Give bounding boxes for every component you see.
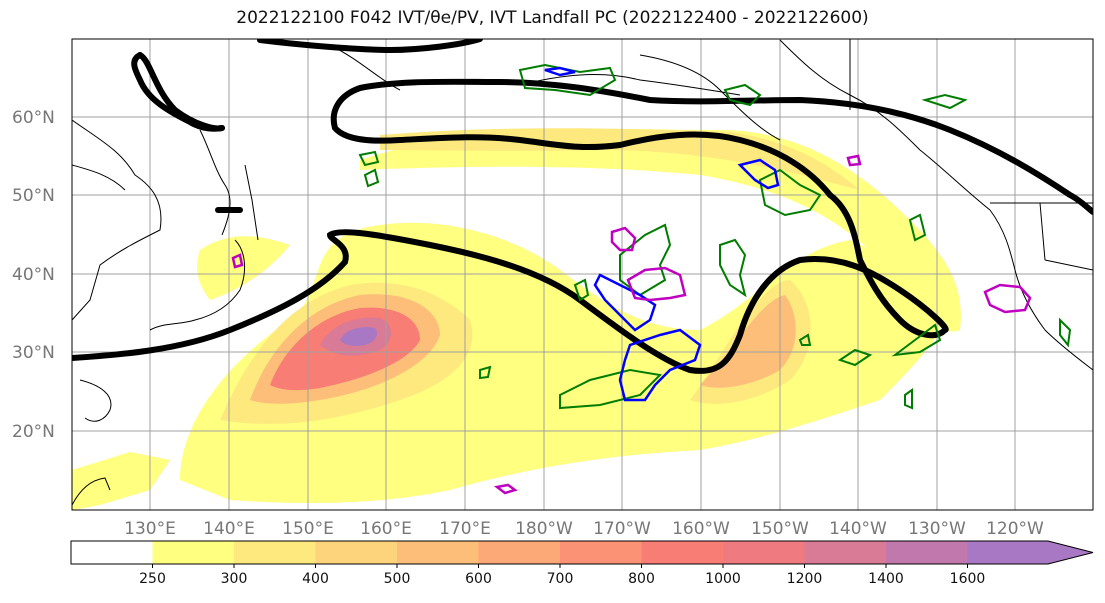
colorbar-tick-label: 1200 [787, 571, 823, 587]
pv-contours-blue [544, 66, 780, 402]
colorbar-segment [234, 541, 316, 564]
colorbar-segment [560, 541, 642, 564]
colorbar-segment [723, 541, 805, 564]
lon-label-130e: 130°E [124, 519, 176, 539]
lat-label-60: 60°N [12, 108, 55, 128]
colorbar-tick-label: 300 [221, 571, 248, 587]
lon-label-180w: 180°W [515, 519, 573, 539]
colorbar-segment-below [71, 541, 153, 564]
colorbar-segment [641, 541, 724, 564]
colorbar-segment [886, 541, 968, 564]
map-frame [71, 38, 1094, 511]
lat-labels: 60°N 50°N 40°N 30°N 20°N [12, 108, 55, 442]
colorbar-outline [70, 540, 1094, 565]
lon-label-160w: 160°W [672, 519, 730, 539]
lon-label-140w: 140°W [829, 519, 887, 539]
colorbar-tick-label: 500 [384, 571, 411, 587]
gridlines [72, 39, 1093, 510]
colorbar-tick-label: 600 [465, 571, 492, 587]
colorbar-segment [478, 541, 561, 564]
lon-labels: 130°E 140°E 150°E 160°E 170°E 180°W 170°… [124, 519, 1044, 539]
lon-label-150w: 150°W [751, 519, 809, 539]
colorbar-segment [152, 541, 235, 564]
colorbar-tick-label: 250 [139, 571, 166, 587]
colorbar-segment-extend [967, 541, 1093, 564]
lon-label-140e: 140°E [203, 519, 255, 539]
colorbar-segment [315, 541, 398, 564]
colorbar-tick-label: 700 [547, 571, 574, 587]
map-title: 2022122100 F042 IVT/θe/PV, IVT Landfall … [236, 8, 869, 28]
lon-label-160e: 160°E [360, 519, 412, 539]
pc-contour [72, 39, 1093, 374]
colorbar-tick-label: 1000 [705, 571, 741, 587]
colorbar-tick-label: 400 [302, 571, 329, 587]
lat-label-50: 50°N [12, 186, 55, 206]
colorbar-segment [804, 541, 887, 564]
lat-label-20: 20°N [12, 422, 55, 442]
lon-label-130w: 130°W [908, 519, 966, 539]
theta-e-contours [358, 63, 1072, 410]
lat-label-30: 30°N [12, 343, 55, 363]
colorbar: 250 300 400 500 600 700 800 1000 1200 1400 1600 [70, 540, 1094, 587]
lon-label-170w: 170°W [593, 519, 651, 539]
pv-contours-magenta [231, 154, 1032, 495]
ivt-shading [72, 128, 961, 510]
coastlines [72, 39, 1093, 506]
lon-label-150e: 150°E [282, 519, 334, 539]
colorbar-segment [397, 541, 479, 564]
colorbar-tick-label: 800 [628, 571, 655, 587]
lon-label-120w: 120°W [986, 519, 1044, 539]
lon-label-170e: 170°E [439, 519, 491, 539]
lat-label-40: 40°N [12, 265, 55, 285]
colorbar-tick-label: 1400 [868, 571, 904, 587]
colorbar-tick-label: 1600 [950, 571, 986, 587]
